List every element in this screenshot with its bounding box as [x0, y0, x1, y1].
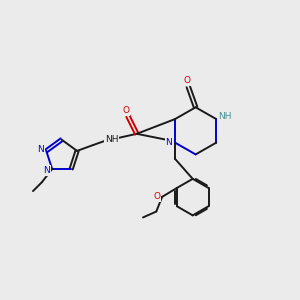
Text: O: O	[183, 76, 190, 85]
Text: O: O	[153, 192, 161, 201]
Text: NH: NH	[105, 135, 119, 144]
Text: NH: NH	[218, 112, 231, 121]
Text: O: O	[123, 106, 130, 115]
Text: N: N	[38, 145, 44, 154]
Text: N: N	[44, 166, 50, 175]
Text: N: N	[165, 138, 172, 147]
